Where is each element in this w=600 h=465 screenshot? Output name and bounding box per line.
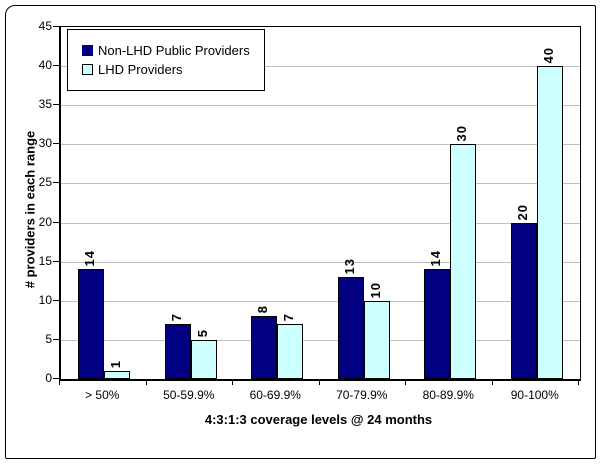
bar-value-label: 14	[428, 249, 444, 266]
bar-nonlhd	[337, 277, 364, 379]
x-tick-mark	[405, 379, 406, 385]
y-tick-label: 5	[45, 331, 52, 346]
bar-lhd	[190, 340, 217, 379]
y-tick-mark	[53, 104, 59, 106]
x-category-label: 60-69.9%	[249, 388, 301, 402]
y-tick-mark	[53, 338, 59, 340]
bar-value-label: 7	[281, 312, 297, 321]
bar-value-label: 30	[454, 124, 470, 141]
legend-item: LHD Providers	[82, 62, 264, 77]
y-tick-mark	[53, 182, 59, 184]
bar-value-label: 8	[255, 304, 271, 313]
gridline	[61, 183, 580, 185]
x-category-label: 90-100%	[510, 388, 559, 402]
y-tick-mark	[53, 378, 59, 379]
y-tick-label: 30	[38, 136, 52, 151]
bar-nonlhd	[424, 269, 451, 379]
x-category-label: 70-79.9%	[336, 388, 388, 402]
y-tick-mark	[53, 260, 59, 262]
y-tick-label: 10	[38, 292, 52, 307]
bar-lhd	[536, 66, 563, 379]
bar-lhd	[104, 371, 131, 379]
x-category-label: 80-89.9%	[422, 388, 474, 402]
bar-value-label: 40	[540, 46, 556, 63]
bar-value-label: 5	[194, 328, 210, 337]
legend-item: Non-LHD Public Providers	[82, 43, 264, 58]
legend-swatch-lhd	[82, 64, 93, 75]
bar-value-label: 7	[168, 312, 184, 321]
legend-label: LHD Providers	[98, 62, 183, 77]
y-tick-mark	[53, 143, 59, 145]
y-tick-mark	[53, 65, 59, 67]
bar-value-label: 1	[108, 359, 124, 368]
gridline	[61, 66, 580, 68]
bar-nonlhd	[78, 269, 105, 379]
y-tick-label: 25	[38, 175, 52, 190]
bar-lhd	[450, 144, 477, 379]
y-tick-label: 20	[38, 214, 52, 229]
chart-frame: # providers in each range 4:3:1:3 covera…	[5, 5, 596, 459]
gridline	[61, 261, 580, 263]
x-tick-mark	[59, 379, 60, 385]
y-tick-mark	[53, 221, 59, 223]
x-axis-title: 4:3:1:3 coverage levels @ 24 months	[204, 412, 433, 427]
legend: Non-LHD Public Providers LHD Providers	[67, 29, 265, 91]
legend-label: Non-LHD Public Providers	[98, 43, 250, 58]
bar-nonlhd	[510, 223, 537, 379]
gridline	[61, 144, 580, 146]
bar-value-label: 14	[82, 249, 98, 266]
gridline	[61, 222, 580, 224]
x-tick-mark	[578, 379, 579, 385]
bar-lhd	[277, 324, 304, 379]
x-category-label: 50-59.9%	[163, 388, 215, 402]
x-tick-mark	[232, 379, 233, 385]
y-tick-label: 15	[38, 253, 52, 268]
bar-nonlhd	[164, 324, 191, 379]
x-tick-mark	[492, 379, 493, 385]
bar-value-label: 10	[367, 281, 383, 298]
y-tick-mark	[53, 26, 59, 27]
x-tick-mark	[146, 379, 147, 385]
y-tick-label: 35	[38, 97, 52, 112]
gridline	[61, 339, 580, 341]
bar-value-label: 20	[514, 203, 530, 220]
x-tick-mark	[319, 379, 320, 385]
legend-swatch-nonlhd	[82, 45, 93, 56]
bar-value-label: 13	[341, 257, 357, 274]
y-tick-mark	[53, 299, 59, 301]
y-tick-label: 0	[45, 371, 52, 385]
y-tick-label: 45	[38, 19, 52, 33]
x-category-label: > 50%	[85, 388, 120, 402]
y-tick-label: 40	[38, 58, 52, 73]
gridline	[61, 105, 580, 107]
bar-nonlhd	[251, 316, 278, 379]
bar-lhd	[363, 301, 390, 379]
gridline	[61, 300, 580, 302]
